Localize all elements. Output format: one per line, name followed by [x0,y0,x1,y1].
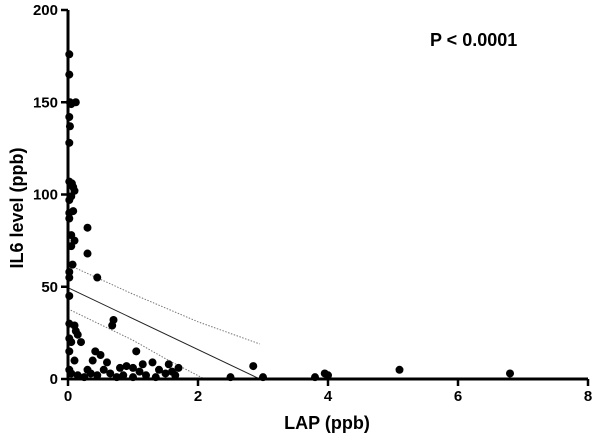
y-tick-label: 0 [50,371,58,388]
data-point [324,371,332,380]
data-point [174,363,183,372]
data-point [132,347,141,356]
data-point [68,260,77,269]
data-point [93,371,102,380]
data-point [70,356,79,365]
data-point [249,362,258,371]
y-tick-label: 50 [41,279,58,296]
data-point [135,367,144,376]
data-point [155,365,163,374]
data-point [73,330,82,339]
data-point [83,249,92,258]
data-point [71,98,80,107]
x-tick-label: 2 [194,388,202,405]
data-point [69,207,78,216]
regression-line-group [67,287,260,380]
data-point [73,371,82,380]
data-point [161,369,170,378]
data-point [506,369,514,378]
p-value-annotation: P < 0.0001 [430,30,517,50]
x-tick-label: 8 [584,388,592,405]
data-point [88,356,97,365]
data-point [96,351,105,360]
data-point [148,358,157,367]
data-point [142,371,150,380]
data-point [99,365,108,374]
x-tick-label: 0 [64,388,72,405]
tick-labels: 0 50 100 150 200 0 2 4 6 8 [33,2,592,405]
confidence-band [67,264,260,380]
data-point [106,369,115,378]
x-tick-label: 6 [454,388,462,405]
data-point [171,371,180,380]
data-point [122,362,131,371]
data-point [164,360,173,369]
x-tick-label: 4 [324,388,333,405]
y-tick-label: 100 [33,187,58,204]
regression-line [67,287,260,380]
data-point [116,363,124,372]
data-point [93,273,102,282]
data-point [108,321,117,330]
axes [61,8,590,386]
data-point [77,338,85,347]
data-point [129,363,137,372]
y-tick-label: 200 [33,2,58,19]
confidence-band-lower [67,308,205,380]
data-point [83,365,92,374]
confidence-band-upper [67,264,260,345]
data-point [103,358,111,367]
data-point [138,360,147,369]
data-point [395,365,404,374]
data-point [83,223,92,232]
data-points [65,50,514,382]
y-axis-label: IL6 level (ppb) [7,147,27,268]
data-point [119,371,128,380]
y-tick-label: 150 [33,94,58,111]
x-axis-label: LAP (ppb) [284,413,370,433]
